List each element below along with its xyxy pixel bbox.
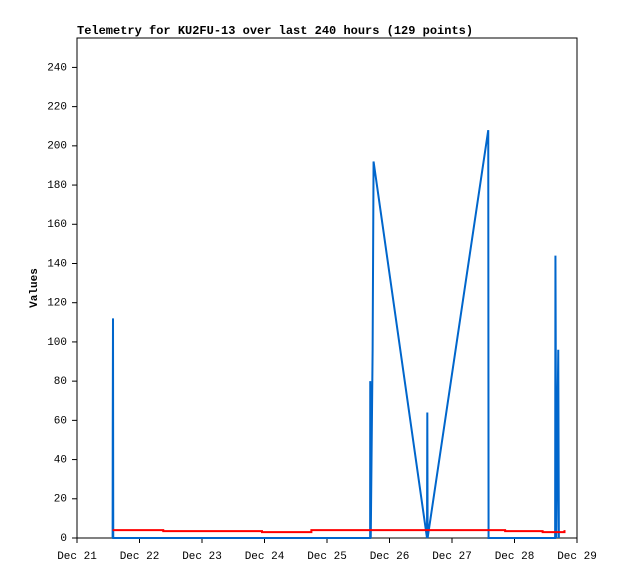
y-tick-label: 80 [54,376,67,388]
y-tick-label: 0 [60,533,67,545]
series-line [111,130,560,539]
x-tick-label: Dec 24 [245,551,285,563]
y-tick-label: 160 [47,219,67,231]
y-tick-label: 20 [54,494,67,506]
x-tick-label: Dec 27 [432,551,472,563]
y-tick-label: 180 [47,180,67,192]
y-tick-label: 140 [47,258,67,270]
x-tick-label: Dec 25 [307,551,347,563]
chart-title: Telemetry for KU2FU-13 over last 240 hou… [77,24,473,38]
y-tick-label: 200 [47,141,67,153]
y-tick-label: 40 [54,454,67,466]
x-tick-label: Dec 21 [57,551,97,563]
y-tick-label: 60 [54,415,67,427]
x-tick-label: Dec 28 [495,551,535,563]
y-tick-label: 240 [47,62,67,74]
y-axis-label: Values [29,268,41,308]
y-tick-label: 100 [47,337,67,349]
x-tick-label: Dec 22 [120,551,160,563]
y-tick-label: 220 [47,102,67,114]
y-tick-label: 120 [47,298,67,310]
x-tick-label: Dec 26 [370,551,410,563]
x-tick-label: Dec 29 [557,551,597,563]
series-line [112,529,566,534]
x-tick-label: Dec 23 [182,551,222,563]
